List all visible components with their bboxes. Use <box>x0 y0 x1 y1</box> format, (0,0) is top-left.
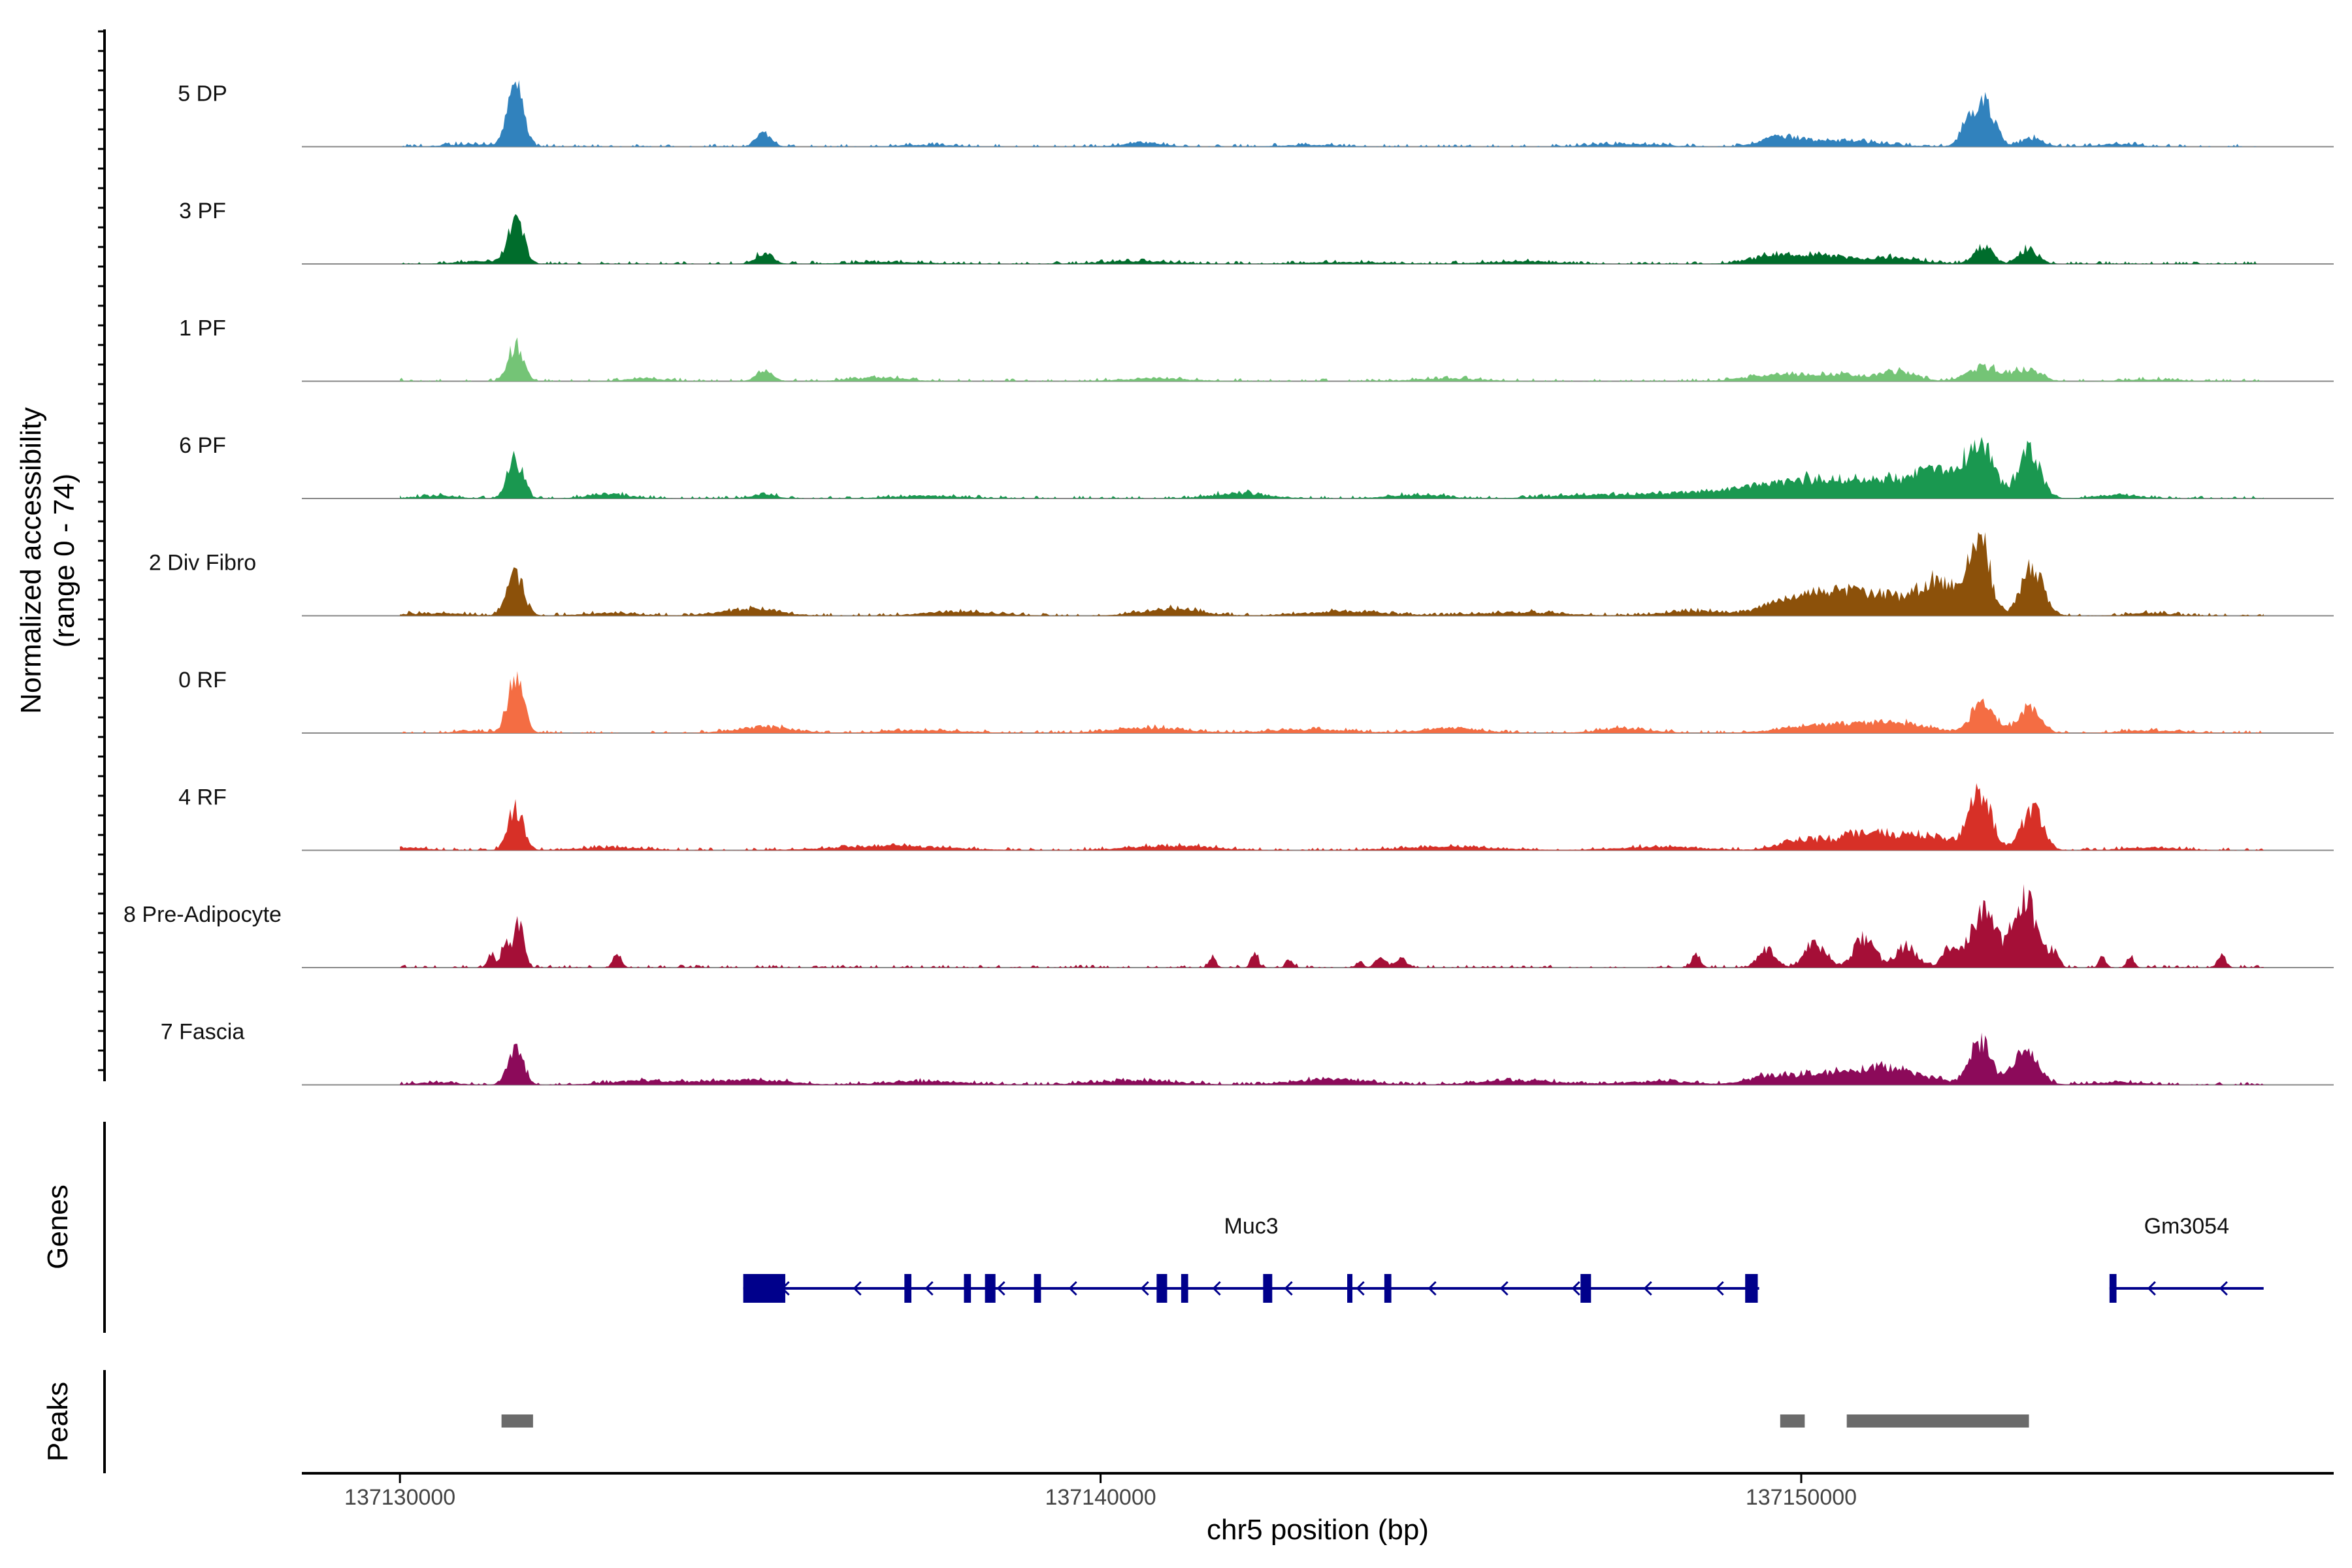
strand-arrow <box>1212 1281 1221 1296</box>
x-axis-title: chr5 position (bp) <box>1207 1514 1429 1546</box>
gene-exon <box>1181 1274 1188 1303</box>
coverage-area <box>400 436 2264 498</box>
peak-region <box>1846 1414 2029 1428</box>
x-axis-ticks: 137130000 137140000 137150000 <box>344 1473 1857 1510</box>
strand-arrow <box>2147 1281 2156 1296</box>
track-label: 8 Pre-Adipocyte <box>123 902 282 927</box>
strand-arrow <box>1356 1281 1365 1296</box>
track-4-rf: 4 RF <box>178 783 2334 851</box>
strand-arrow <box>924 1281 934 1296</box>
strand-arrow <box>1715 1281 1724 1296</box>
track-8-pre-adipocyte: 8 Pre-Adipocyte <box>123 884 2334 968</box>
gene-exon <box>2109 1274 2117 1303</box>
track-label: 1 PF <box>179 316 226 341</box>
y-axis-range-label: (range 0 - 74) <box>48 474 80 648</box>
coverage-area <box>400 783 2264 851</box>
track-label: 4 RF <box>178 785 227 810</box>
gene-exon <box>1347 1274 1353 1303</box>
track-5-dp: 5 DP <box>178 80 2334 148</box>
gene-exon <box>1384 1274 1392 1303</box>
track-label: 3 PF <box>179 199 226 223</box>
gene-exon <box>1034 1274 1041 1303</box>
track-label: 0 RF <box>178 668 227 693</box>
track-0-rf: 0 RF <box>178 668 2334 734</box>
strand-arrow <box>1068 1281 1077 1296</box>
gene-name-label: Muc3 <box>1224 1214 1279 1239</box>
gene-exon <box>1156 1274 1168 1303</box>
track-3-pf: 3 PF <box>179 199 2334 265</box>
gene-exon <box>964 1274 972 1303</box>
track-6-pf: 6 PF <box>179 433 2334 499</box>
peak-region <box>1780 1414 1805 1428</box>
gene-exon <box>1263 1274 1273 1303</box>
coverage-area <box>400 337 2264 382</box>
strand-arrow <box>853 1281 862 1296</box>
peak-region <box>501 1414 533 1428</box>
gene-name-label: Gm3054 <box>2144 1214 2229 1239</box>
peaks-track-title: Peaks <box>42 1382 74 1462</box>
track-7-fascia: 7 Fascia <box>161 1020 2334 1086</box>
strand-arrow <box>2219 1281 2228 1296</box>
genes-track: Muc3 Gm3054 <box>743 1214 2264 1303</box>
track-2-div-fibro: 2 Div Fibro <box>149 532 2334 617</box>
coverage-area <box>400 532 2264 616</box>
x-axis-tick-label: 137130000 <box>344 1485 455 1510</box>
track-label: 2 Div Fibro <box>149 551 256 576</box>
x-axis-tick-label: 137140000 <box>1045 1485 1156 1510</box>
strand-arrow <box>1499 1281 1509 1296</box>
track-1-pf: 1 PF <box>179 316 2334 382</box>
gene-exon <box>1580 1274 1592 1303</box>
coverage-area <box>400 884 2264 968</box>
gene-exon <box>1745 1274 1758 1303</box>
strand-arrow <box>1571 1281 1580 1296</box>
gene-exon <box>985 1274 996 1303</box>
strand-arrow <box>996 1281 1005 1296</box>
coverage-area <box>400 1032 2264 1085</box>
gene-muc3: Muc3 <box>743 1214 1759 1303</box>
coverage-tracks: 5 DP 3 PF 1 PF 6 PF 2 Div Fibro 0 RF 4 RF 8 Pre… <box>123 80 2334 1086</box>
coverage-area <box>400 671 2264 733</box>
coverage-y-axis <box>98 29 106 1081</box>
gene-exon <box>743 1274 785 1303</box>
y-axis-title: Normalized accessibility <box>15 407 47 713</box>
strand-arrow <box>1643 1281 1652 1296</box>
track-label: 5 DP <box>178 82 227 106</box>
peaks-track <box>501 1414 2029 1428</box>
genes-track-title: Genes <box>42 1184 74 1269</box>
coverage-area <box>400 80 2264 147</box>
x-axis-tick-label: 137150000 <box>1746 1485 1857 1510</box>
strand-arrow <box>1140 1281 1149 1296</box>
gene-exon <box>904 1274 911 1303</box>
strand-arrow <box>1428 1281 1437 1296</box>
gene-gm3054: Gm3054 <box>2109 1214 2264 1303</box>
strand-arrow <box>1284 1281 1293 1296</box>
track-label: 6 PF <box>179 433 226 458</box>
coverage-area <box>400 214 2264 264</box>
track-label: 7 Fascia <box>161 1020 245 1045</box>
